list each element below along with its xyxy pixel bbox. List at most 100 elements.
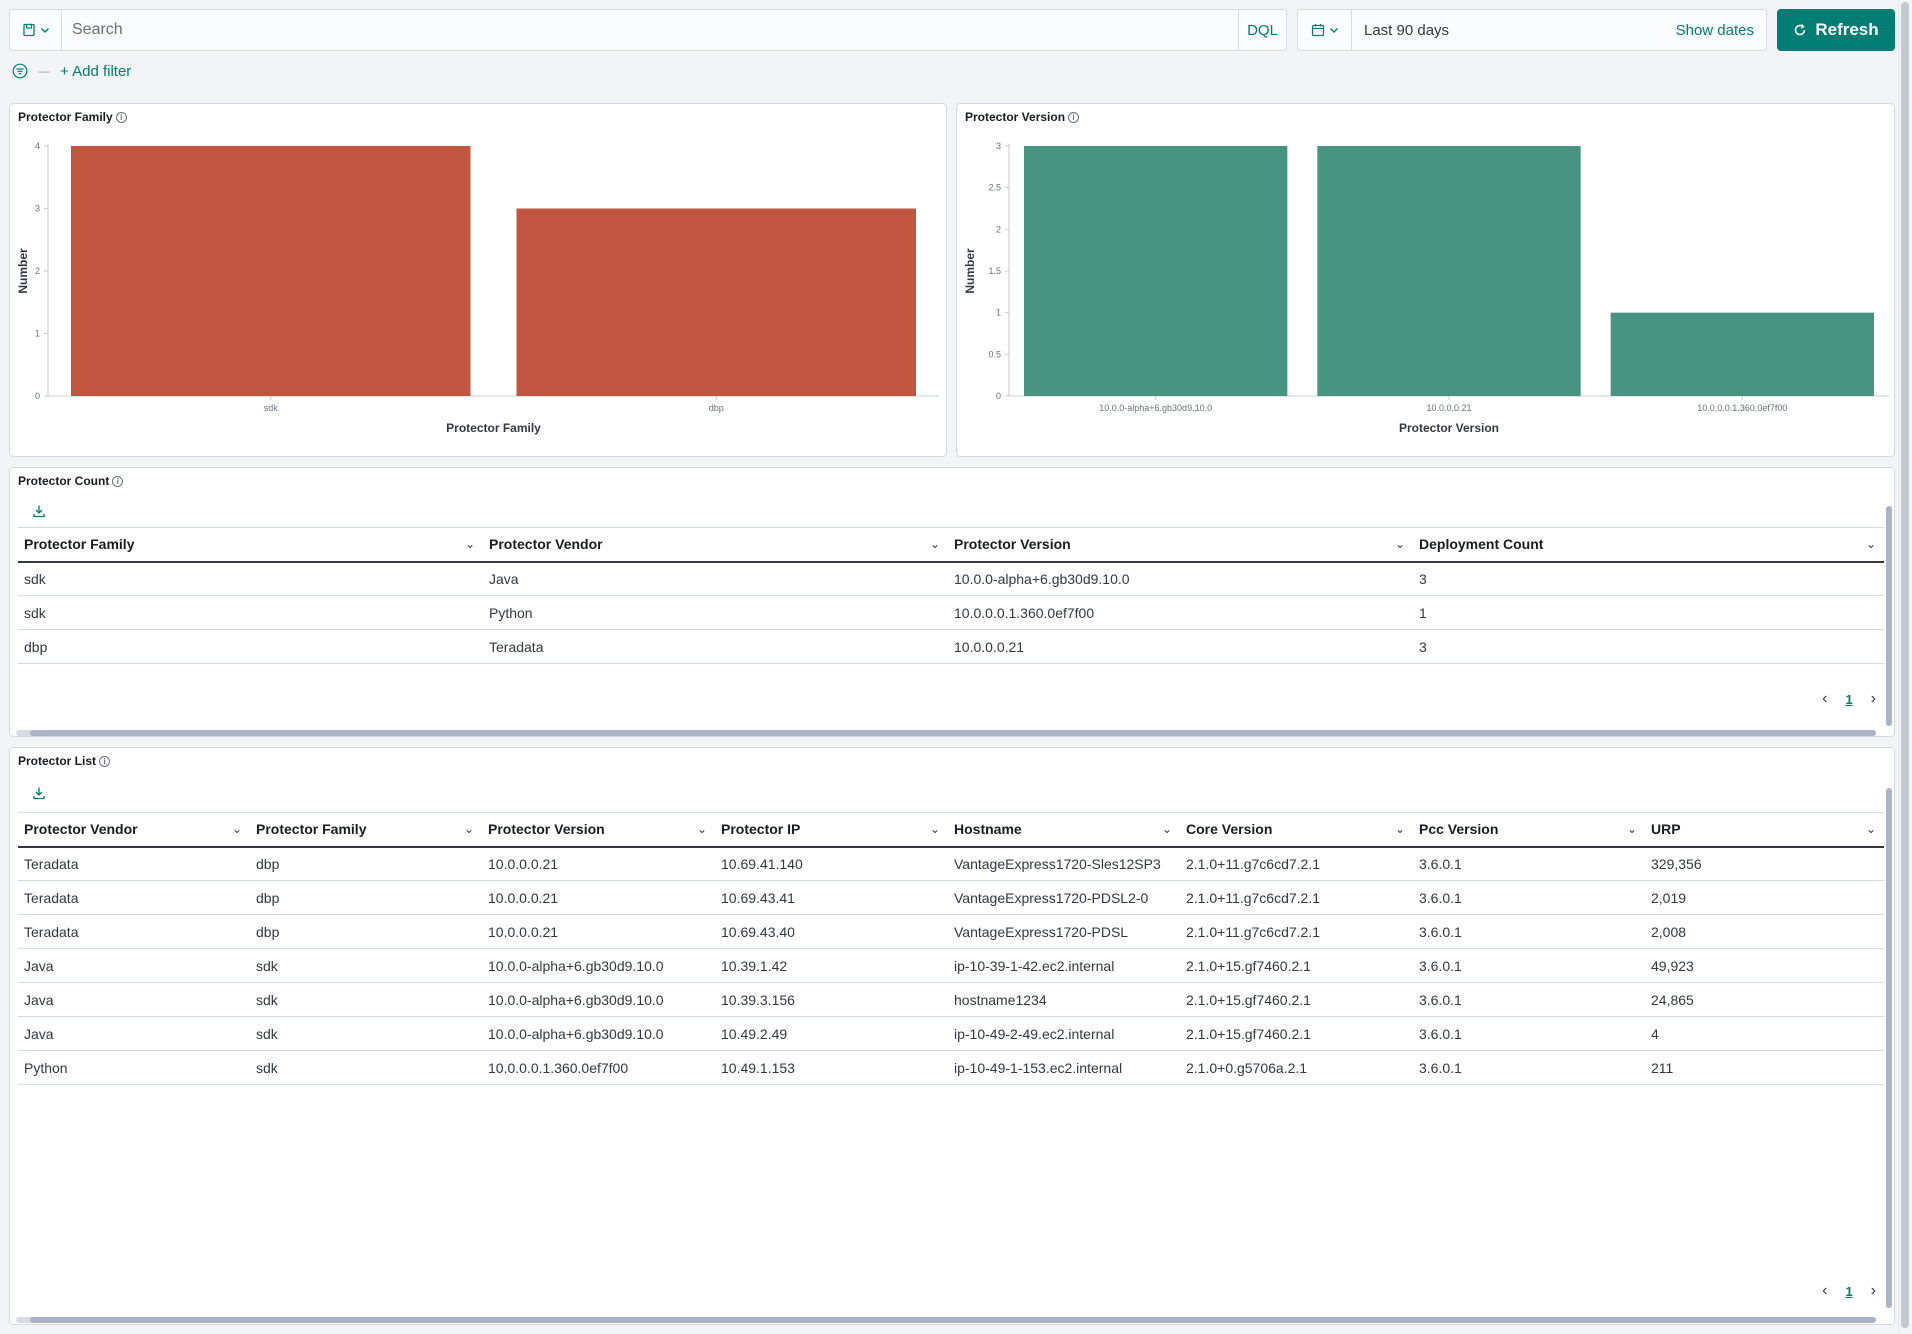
protector-version-panel: Protector Version i 0 0.5 1 1.5 2 2.5 3 10.0.0-… (956, 103, 1895, 457)
chevron-down-icon[interactable]: ⌄ (1394, 537, 1405, 551)
chevron-down-icon[interactable]: ⌄ (463, 822, 474, 836)
dql-toggle-button[interactable]: DQL (1238, 10, 1286, 50)
table-header-row: Protector Vendor ⌄ Protector Family ⌄ Protec… (18, 812, 1884, 848)
column-header[interactable]: Protector Vendor ⌄ (483, 527, 948, 563)
date-quick-menu-button[interactable] (1298, 10, 1352, 50)
info-icon[interactable]: i (1068, 111, 1080, 123)
chevron-down-icon[interactable]: ⌄ (929, 537, 940, 551)
saved-query-icon (22, 23, 35, 37)
table-row[interactable]: Teradata dbp 10.0.0.0.21 10.69.41.140 Vantag… (18, 846, 1884, 881)
table-cell: 3.6.0.1 (1413, 846, 1645, 881)
panel-title-text: Protector Version (965, 110, 1066, 124)
prev-page-icon[interactable]: ‹ (1822, 1282, 1828, 1299)
column-header[interactable]: Protector Version ⌄ (948, 527, 1413, 563)
chevron-down-icon[interactable]: ⌄ (696, 822, 707, 836)
table-cell: Python (483, 595, 948, 630)
column-header[interactable]: Protector Vendor ⌄ (18, 812, 250, 848)
table-cell: 10.0.0-alpha+6.gb30d9.10.0 (482, 948, 715, 983)
download-icon[interactable] (32, 504, 46, 518)
table-row[interactable]: Java sdk 10.0.0-alpha+6.gb30d9.10.0 10.39.1… (18, 948, 1884, 983)
next-page-icon[interactable]: › (1870, 1282, 1876, 1299)
table-row[interactable]: sdk Python 10.0.0.0.1.360.0ef7f00 1 (18, 595, 1884, 630)
scrollbar-thumb[interactable] (1901, 2, 1909, 1328)
table-cell: 2.1.0+11.g7c6cd7.2.1 (1180, 880, 1413, 915)
chevron-down-icon[interactable]: ⌄ (1394, 822, 1405, 836)
column-header[interactable]: Protector Family ⌄ (18, 527, 483, 563)
column-header-label: Hostname (954, 821, 1022, 838)
page-number[interactable]: 1 (1845, 691, 1853, 707)
table-cell: dbp (250, 846, 482, 881)
y-tick-label: 0 (996, 391, 1001, 401)
column-header-label: Protector Family (256, 821, 367, 838)
info-icon[interactable]: i (99, 755, 111, 767)
column-header[interactable]: Protector IP ⌄ (715, 812, 948, 848)
chevron-down-icon[interactable]: ⌄ (1865, 537, 1876, 551)
x-axis-title: Protector Version (1399, 421, 1499, 435)
table-cell: 10.0.0.0.21 (482, 914, 715, 949)
vertical-scrollbar[interactable] (1886, 506, 1892, 726)
table-row[interactable]: Teradata dbp 10.0.0.0.21 10.69.43.41 Vantage… (18, 880, 1884, 915)
panel-title: Protector Version i (965, 110, 1080, 124)
page-scrollbar[interactable] (1898, 0, 1912, 1334)
column-header[interactable]: Protector Version ⌄ (482, 812, 715, 848)
scrollbar-thumb[interactable] (1886, 506, 1892, 726)
table-row[interactable]: sdk Java 10.0.0-alpha+6.gb30d9.10.0 3 (18, 561, 1884, 596)
column-header[interactable]: Protector Family ⌄ (250, 812, 482, 848)
show-dates-button[interactable]: Show dates (1675, 21, 1754, 39)
bar (1610, 312, 1874, 396)
table-row[interactable]: dbp Teradata 10.0.0.0.21 3 (18, 629, 1884, 664)
info-icon[interactable]: i (112, 475, 124, 487)
y-tick-label: 3 (996, 141, 1001, 151)
table-row[interactable]: Java sdk 10.0.0-alpha+6.gb30d9.10.0 10.39.3… (18, 982, 1884, 1017)
table-row[interactable]: Python sdk 10.0.0.0.1.360.0ef7f00 10.49.1.1… (18, 1050, 1884, 1085)
column-header[interactable]: Core Version ⌄ (1180, 812, 1413, 848)
column-header[interactable]: Hostname ⌄ (948, 812, 1180, 848)
table-row[interactable]: Java sdk 10.0.0-alpha+6.gb30d9.10.0 10.49.2… (18, 1016, 1884, 1051)
info-icon[interactable]: i (115, 111, 127, 123)
scrollbar-thumb[interactable] (1886, 788, 1892, 1308)
scrollbar-thumb[interactable] (30, 730, 1876, 736)
table-cell: 10.0.0-alpha+6.gb30d9.10.0 (482, 982, 715, 1017)
page-number[interactable]: 1 (1845, 1283, 1853, 1299)
table-cell: Java (483, 561, 948, 596)
panel-title-text: Protector Count (18, 474, 110, 488)
x-tick-label: sdk (264, 403, 279, 413)
chevron-down-icon[interactable]: ⌄ (1161, 822, 1172, 836)
chevron-down-icon[interactable]: ⌄ (231, 822, 242, 836)
download-icon[interactable] (32, 786, 46, 800)
table-cell: 2.1.0+0.g5706a.2.1 (1180, 1050, 1413, 1085)
column-header-label: Protector Version (954, 536, 1071, 553)
y-tick-label: 0 (35, 391, 40, 401)
chevron-down-icon[interactable]: ⌄ (1865, 822, 1876, 836)
table-cell: 10.0.0-alpha+6.gb30d9.10.0 (948, 561, 1413, 596)
chevron-down-icon[interactable]: ⌄ (464, 537, 475, 551)
table-cell: 10.0.0.0.1.360.0ef7f00 (482, 1050, 715, 1085)
table-row[interactable]: Teradata dbp 10.0.0.0.21 10.69.43.40 Vantage… (18, 914, 1884, 949)
table-cell: 3 (1413, 629, 1884, 664)
prev-page-icon[interactable]: ‹ (1822, 690, 1828, 707)
y-tick-label: 3 (35, 204, 40, 214)
horizontal-scrollbar[interactable] (16, 730, 1876, 736)
add-filter-button[interactable]: + Add filter (60, 62, 132, 80)
column-header[interactable]: URP ⌄ (1645, 812, 1884, 848)
chevron-down-icon[interactable]: ⌄ (1626, 822, 1637, 836)
table-cell: 10.39.3.156 (715, 982, 948, 1017)
vertical-scrollbar[interactable] (1886, 788, 1892, 1308)
y-axis-title: Number (963, 248, 977, 294)
horizontal-scrollbar[interactable] (16, 1317, 1876, 1323)
column-header[interactable]: Deployment Count ⌄ (1413, 527, 1884, 563)
column-header-label: Protector Vendor (489, 536, 603, 553)
refresh-icon (1795, 23, 1806, 36)
filter-menu-icon[interactable] (12, 63, 28, 79)
x-tick-label: 10.0.0.0.21 (1426, 403, 1471, 413)
search-input[interactable] (62, 10, 1238, 50)
column-header[interactable]: Pcc Version ⌄ (1413, 812, 1645, 848)
table-cell: 3.6.0.1 (1413, 1050, 1645, 1085)
refresh-button[interactable]: Refresh (1777, 9, 1895, 51)
date-range-text[interactable]: Last 90 days (1364, 21, 1450, 39)
saved-query-button[interactable] (10, 10, 62, 50)
scrollbar-thumb[interactable] (30, 1317, 1876, 1323)
chevron-down-icon[interactable]: ⌄ (929, 822, 940, 836)
next-page-icon[interactable]: › (1870, 690, 1876, 707)
table-cell: dbp (250, 880, 482, 915)
